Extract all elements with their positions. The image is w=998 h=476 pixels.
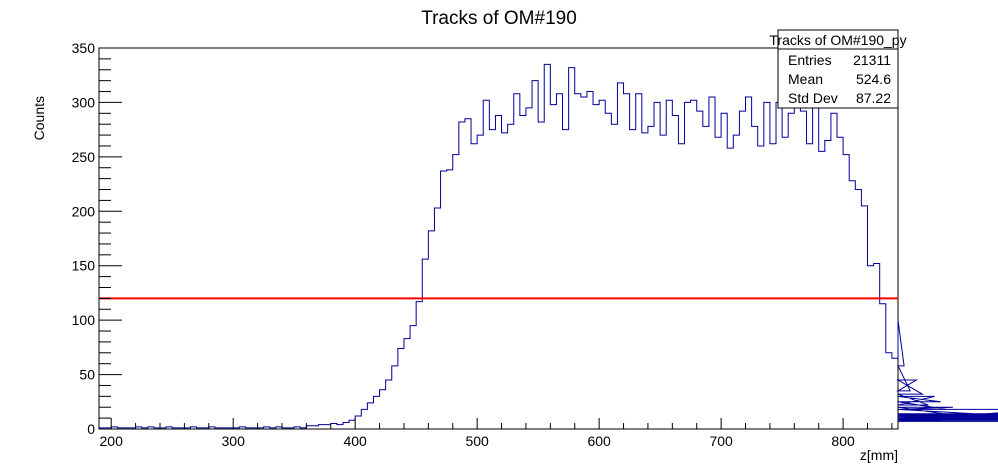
y-tick-label: 250 bbox=[72, 149, 96, 165]
stats-value-stddev: 87.22 bbox=[856, 90, 891, 106]
x-tick-label: 300 bbox=[222, 433, 246, 449]
y-axis-label: Counts bbox=[31, 96, 47, 140]
stats-box-title: Tracks of OM#190_py bbox=[769, 32, 906, 48]
x-tick-label: 200 bbox=[100, 433, 124, 449]
stats-value-entries: 21311 bbox=[853, 52, 891, 68]
histogram-line bbox=[98, 63, 998, 429]
y-tick-label: 100 bbox=[72, 312, 96, 328]
histogram-series bbox=[98, 63, 998, 429]
x-tick-label: 500 bbox=[465, 433, 489, 449]
stats-box: Tracks of OM#190_py Entries 21311 Mean 5… bbox=[769, 29, 907, 109]
chart-title: Tracks of OM#190 bbox=[421, 8, 577, 29]
x-tick-label: 600 bbox=[587, 433, 611, 449]
stats-value-mean: 524.6 bbox=[856, 71, 891, 87]
y-tick-label: 0 bbox=[87, 421, 95, 437]
stats-box-frame bbox=[777, 29, 899, 109]
stats-label-stddev: Std Dev bbox=[788, 90, 838, 106]
stats-label-entries: Entries bbox=[788, 52, 832, 68]
y-tick-label: 350 bbox=[72, 40, 96, 56]
plot-frame bbox=[98, 47, 899, 430]
y-tick-label: 50 bbox=[79, 367, 95, 383]
y-axis: 0 50 100 150 200 250 300 350 bbox=[72, 40, 122, 437]
y-tick-label: 150 bbox=[72, 258, 96, 274]
x-tick-label: 800 bbox=[831, 433, 855, 449]
stats-label-mean: Mean bbox=[788, 71, 823, 87]
x-tick-label: 700 bbox=[709, 433, 733, 449]
x-axis: 200 300 400 500 600 700 800 bbox=[100, 418, 893, 449]
y-tick-label: 300 bbox=[72, 94, 96, 110]
y-tick-label: 200 bbox=[72, 203, 96, 219]
x-axis-label: z[mm] bbox=[860, 447, 898, 463]
x-tick-label: 400 bbox=[343, 433, 367, 449]
